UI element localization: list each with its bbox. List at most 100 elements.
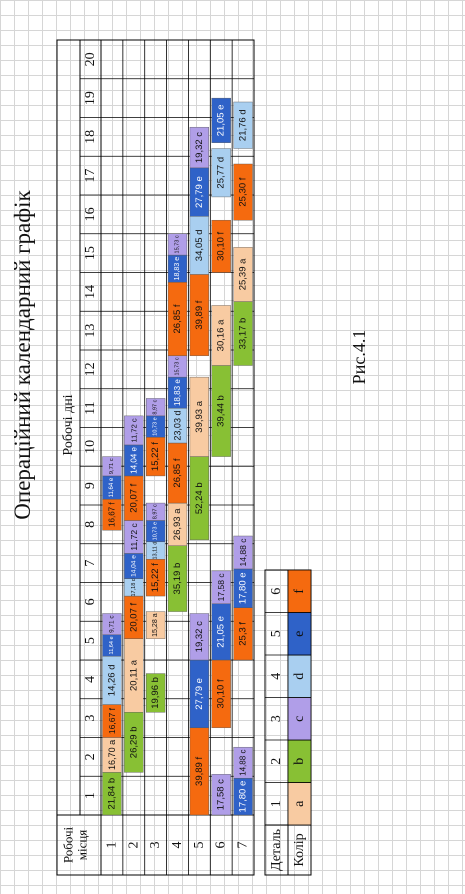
gantt-bar-label: 8,97 c [153, 504, 159, 519]
gantt-bar: 8,97 c [146, 398, 166, 417]
gantt-bar-label: 9,71 c [109, 458, 115, 474]
gantt-bar: 39,93 a [189, 376, 209, 457]
gantt-bar-rect [211, 305, 231, 366]
days-header: Робочі дні [61, 394, 76, 455]
gantt-bar: 39,89 f [189, 727, 209, 816]
gantt-bar-label: 19,32 c [194, 621, 205, 652]
gantt-bar: 17,80 e [233, 568, 253, 608]
gantt-bar: 25,3 f [233, 607, 253, 661]
gantt-bar: 14,04 e [124, 444, 144, 477]
gantt-bar: 14,26 d [102, 655, 122, 705]
gantt-bar-label: 26,85 f [172, 304, 183, 333]
legend-detail-number: 3 [269, 715, 284, 722]
gantt-bar-label: 39,89 f [194, 757, 205, 786]
gantt-bar-label: 18,83 e [173, 379, 182, 406]
day-number: 19 [83, 91, 98, 105]
day-number: 10 [83, 440, 98, 454]
day-number: 11 [83, 401, 98, 414]
gantt-bar: 11,72 c [124, 520, 144, 554]
gantt-bar-label: 20,07 f [128, 602, 139, 631]
legend-detail-number: 6 [269, 588, 284, 595]
day-number: 5 [83, 637, 98, 644]
gantt-bar: 26,93 a [167, 502, 188, 546]
gantt-bar-label: 35,19 b [172, 563, 183, 595]
day-number: 14 [83, 285, 98, 299]
gantt-bar: 33,17 b [233, 301, 253, 366]
gantt-bar-label: 13,11 d [153, 542, 159, 560]
legend-detail-number: 2 [269, 758, 284, 765]
gantt-bar-label: 52,24 b [194, 482, 205, 514]
gantt-bar: 15,73 c [167, 233, 188, 256]
gantt-bar-rect [233, 247, 253, 302]
gantt-bar-label: 16,70 a [107, 739, 117, 770]
gantt-bar-rect [211, 219, 231, 273]
gantt-bar: 11,64 e [102, 475, 122, 500]
gantt-bar: 8,97 c [146, 502, 166, 521]
gantt-bar: 39,89 f [189, 274, 209, 357]
workplaces-header: місця [75, 830, 90, 861]
gantt-bar-rect [233, 746, 253, 779]
gantt-bar-label: 21,84 b [106, 778, 117, 810]
gantt-bar: 16,67 f [102, 704, 122, 738]
gantt-bar: 21,76 d [233, 101, 253, 149]
gantt-bar-label: 10,73 e [153, 417, 159, 435]
table-border [56, 39, 255, 876]
gantt-bar-rect [189, 126, 209, 169]
gantt-bar-label: 25,30 f [238, 177, 249, 206]
gantt-bar: 10,73 e [146, 520, 166, 543]
gantt-bar: 14,88 c [233, 535, 253, 570]
gantt-bar: 30,16 a [211, 305, 231, 366]
gantt-bar: 35,19 b [167, 545, 188, 612]
workplace-number: 6 [214, 842, 229, 849]
gantt-bar: 39,44 b [211, 365, 231, 457]
gantt-bar: 15,22 f [146, 559, 166, 597]
gantt-bar-label: 10,73 e [153, 522, 159, 540]
gantt-bar-label: 11,72 c [129, 523, 139, 551]
gantt-bar-label: 20,07 f [128, 483, 139, 512]
gantt-bar: 26,85 f [167, 281, 188, 357]
day-number: 4 [83, 676, 98, 683]
gantt-bar: 25,39 a [233, 247, 253, 302]
legend-color-letter: f [292, 589, 307, 594]
legend-color-letter: e [292, 631, 307, 637]
gantt-bar-label: 39,89 f [194, 300, 205, 329]
gantt-bar-rect [146, 502, 166, 521]
gantt-bar-label: 25,39 a [238, 258, 249, 290]
gantt-bar-label: 15,73 c [174, 235, 180, 253]
gantt-bar-label: 14,04 e [129, 446, 138, 473]
gantt-bar: 27,79 e [189, 659, 209, 729]
gantt-bar-rect [211, 97, 231, 143]
gantt-bar-label: 15,22 f [150, 442, 161, 471]
gantt-bar-label: 27,79 e [194, 678, 205, 710]
gantt-bar-rect [124, 415, 144, 446]
day-number: 13 [83, 324, 98, 338]
gantt-bar-label: 26,85 f [172, 458, 183, 487]
gantt-bar: 17,18 d [124, 578, 144, 597]
gantt-bar-label: 16,67 f [107, 707, 117, 734]
legend-color-label: Колір [292, 833, 307, 866]
chart-title: Операційний календарний графік [10, 189, 35, 519]
gantt-bar-label: 17,58 c [216, 779, 227, 810]
legend-color-cell [287, 569, 312, 613]
gantt-bar: 19,96 b [146, 673, 166, 713]
gantt-bar: 13,11 d [146, 542, 166, 560]
gantt-bar-label: 18,83 e [174, 257, 181, 281]
gantt-bar-label: 25,3 f [238, 622, 249, 646]
legend-detail-number: 1 [269, 800, 284, 807]
legend-color-letter: d [292, 673, 307, 680]
gantt-bar: 17,80 e [233, 777, 253, 816]
legend-detail-label: Деталь [269, 829, 284, 871]
gantt-bar: 18,83 e [167, 254, 188, 283]
gantt-bar-label: 26,93 a [172, 508, 183, 540]
gantt-bar-rect [211, 148, 231, 198]
day-number: 3 [83, 715, 98, 722]
day-number: 17 [83, 169, 98, 183]
gantt-bar-rect [146, 673, 166, 713]
gantt-bar-label: 27,79 e [194, 176, 205, 208]
day-number: 15 [83, 246, 98, 260]
workplace-number: 3 [148, 842, 163, 849]
gantt-bar-label: 11,64 e [109, 477, 115, 497]
gantt-bar-label: 14,88 c [239, 749, 248, 775]
day-number: 1 [83, 792, 98, 799]
gantt-bar: 14,04 e [124, 553, 144, 579]
